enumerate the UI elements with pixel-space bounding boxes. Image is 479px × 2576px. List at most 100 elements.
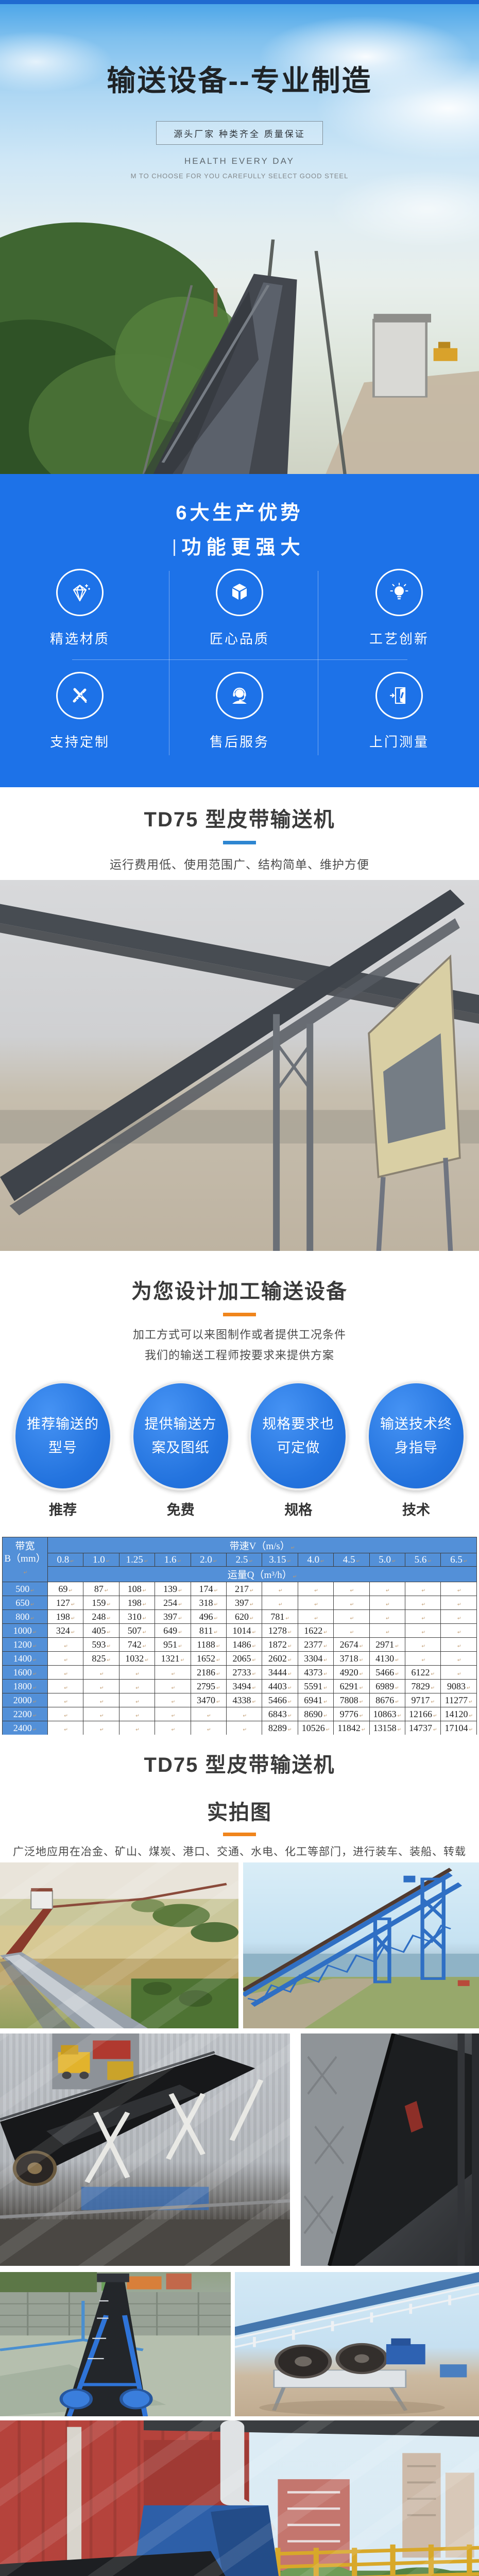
pencil-ruler-icon — [56, 671, 104, 719]
capacity-cell: ↵ — [155, 1679, 191, 1693]
capacity-cell: 9776 ↵ — [333, 1707, 370, 1721]
speed-column-header: 0.8 ↵ — [47, 1553, 84, 1567]
return-mark: ↵ — [145, 1657, 149, 1663]
capacity-cell: 12166 ↵ — [405, 1707, 441, 1721]
capacity-cell: ↵ — [405, 1623, 441, 1638]
advantage-item-measure: 上门测量 — [319, 659, 479, 762]
return-mark: ↵ — [142, 1643, 147, 1649]
return-mark: ↵ — [71, 1615, 75, 1621]
return-mark: ↵ — [395, 1685, 399, 1690]
advantage-item-quality: 匠心品质 — [160, 556, 319, 659]
belt-width-cell: 650 ↵ — [2, 1596, 48, 1610]
capacity-cell: 1032 ↵ — [118, 1651, 156, 1666]
table-row: 1400 ↵ ↵ 825 ↵ 1032 ↵ 1321 ↵ 1652 ↵ 2065 ↵ 2602 ↵ 3304 ↵… — [2, 1651, 477, 1666]
capacity-cell: 397 ↵ — [155, 1609, 191, 1624]
capacity-cell: 87 ↵ — [83, 1582, 119, 1596]
capacity-cell: 3444 ↵ — [262, 1665, 298, 1680]
capacity-cell: 198 ↵ — [118, 1596, 156, 1610]
capacity-cell: 198 ↵ — [47, 1609, 84, 1624]
return-mark: ↵ — [107, 1643, 111, 1649]
bubble-label-tech: 技术 — [402, 1502, 430, 1518]
return-mark: ↵ — [421, 1643, 426, 1649]
capacity-cell: 3718 ↵ — [333, 1651, 370, 1666]
return-mark: ↵ — [287, 1713, 292, 1718]
capacity-cell: 593 ↵ — [83, 1637, 119, 1652]
capacity-cell: 11277 ↵ — [440, 1693, 477, 1707]
capacity-cell: 310 ↵ — [118, 1609, 156, 1624]
return-mark: ↵ — [287, 1699, 292, 1704]
return-mark: ↵ — [252, 1643, 256, 1649]
return-mark: ↵ — [278, 1601, 283, 1607]
return-mark: ↵ — [287, 1558, 292, 1564]
capacity-cell: 159 ↵ — [83, 1596, 119, 1610]
return-mark: ↵ — [171, 1713, 176, 1718]
capacity-cell: ↵ — [190, 1707, 227, 1721]
gallery-title-line2: 实拍图 — [207, 1801, 272, 1824]
capacity-cell: 496 ↵ — [190, 1609, 227, 1624]
capacity-cell: 2733 ↵ — [226, 1665, 263, 1680]
table-capacity-header: 运量Q（m³/h） ↵ — [47, 1566, 477, 1582]
return-mark: ↵ — [69, 1587, 73, 1593]
return-mark: ↵ — [180, 1657, 185, 1663]
return-mark: ↵ — [171, 1726, 176, 1732]
belt-width-cell: 1600 ↵ — [2, 1665, 48, 1680]
return-mark: ↵ — [359, 1699, 364, 1704]
return-mark: ↵ — [350, 1629, 354, 1635]
spec-table: 带宽 B（mm）↵ 带速V（m/s） ↵ 0.8 ↵ 1.0 ↵ 1.25 ↵ 1.6 ↵ 2.0 ↵ 2.… — [2, 1537, 477, 1735]
top-blue-bar — [0, 0, 479, 4]
capacity-cell: 397 ↵ — [226, 1596, 263, 1610]
return-mark: ↵ — [177, 1558, 182, 1564]
return-mark: ↵ — [252, 1699, 256, 1704]
return-mark: ↵ — [350, 1587, 354, 1593]
design-bubbles: 推荐输送的 型号 提供输送方 案及图纸 规格要求也 可定做 输送技术终 身指导 — [0, 1381, 479, 1490]
table-row: 500 ↵ 69 ↵ 87 ↵ 108 ↵ 139 ↵ 174 ↵ 217 ↵ ↵ ↵ ↵ ↵ ↵ ↵ — [2, 1582, 477, 1596]
return-mark: ↵ — [249, 1558, 253, 1564]
capacity-cell: ↵ — [47, 1651, 84, 1666]
return-mark: ↵ — [32, 1629, 37, 1635]
return-mark: ↵ — [395, 1643, 399, 1649]
return-mark: ↵ — [457, 1629, 461, 1635]
return-mark: ↵ — [144, 1558, 148, 1564]
return-mark: ↵ — [361, 1726, 366, 1732]
return-mark: ↵ — [323, 1671, 328, 1676]
photo-hero-conveyor-uphill — [0, 188, 479, 474]
advantages-title-line2: 功能更强大 — [0, 531, 479, 560]
return-mark: ↵ — [252, 1671, 256, 1676]
capacity-cell: 17104 ↵ — [440, 1721, 477, 1735]
belt-width-cell: 1400 ↵ — [2, 1651, 48, 1666]
return-mark: ↵ — [70, 1558, 74, 1564]
capacity-cell: ↵ — [47, 1693, 84, 1707]
capacity-cell: ↵ — [118, 1707, 156, 1721]
return-mark: ↵ — [466, 1685, 471, 1690]
capacity-cell: ↵ — [369, 1623, 406, 1638]
return-mark: ↵ — [32, 1713, 37, 1718]
capacity-cell: ↵ — [226, 1707, 263, 1721]
return-mark: ↵ — [106, 1558, 110, 1564]
table-row: 2200 ↵ ↵ ↵ ↵ ↵ ↵ ↵ 6843 ↵ 8690 ↵ 9776 ↵ 10863 ↵ 12166 ↵ 14… — [2, 1707, 477, 1721]
return-mark: ↵ — [216, 1699, 220, 1704]
return-mark: ↵ — [386, 1629, 390, 1635]
return-mark: ↵ — [457, 1643, 461, 1649]
capacity-cell: 1622 ↵ — [297, 1623, 334, 1638]
capacity-cell: 2186 ↵ — [190, 1665, 227, 1680]
return-mark: ↵ — [99, 1685, 104, 1690]
return-mark: ↵ — [356, 1558, 361, 1564]
capacity-cell: 14737 ↵ — [405, 1721, 441, 1735]
capacity-cell: 13158 ↵ — [369, 1721, 406, 1735]
capacity-cell: ↵ — [47, 1707, 84, 1721]
return-mark: ↵ — [64, 1699, 68, 1704]
bubble-model: 推荐输送的 型号 — [13, 1381, 112, 1490]
return-mark: ↵ — [359, 1713, 364, 1718]
capacity-cell: ↵ — [440, 1637, 477, 1652]
capacity-cell: ↵ — [262, 1582, 298, 1596]
capacity-cell: ↵ — [333, 1582, 370, 1596]
capacity-cell: 6989 ↵ — [369, 1679, 406, 1693]
return-mark: ↵ — [135, 1671, 140, 1676]
capacity-cell: ↵ — [297, 1609, 334, 1624]
capacity-cell: 248 ↵ — [83, 1609, 119, 1624]
return-mark: ↵ — [421, 1615, 426, 1621]
capacity-cell: ↵ — [118, 1693, 156, 1707]
belt-width-cell: 800 ↵ — [2, 1609, 48, 1624]
return-mark: ↵ — [350, 1615, 354, 1621]
table-row: 1000 ↵ 324 ↵ 405 ↵ 507 ↵ 649 ↵ 811 ↵ 1014 ↵ 1278 ↵ 1622 ↵… — [2, 1623, 477, 1638]
